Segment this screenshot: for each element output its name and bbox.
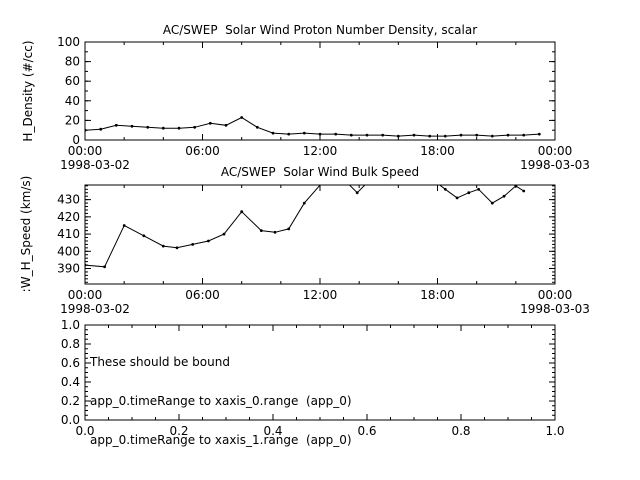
y-tick-label: 420 — [57, 210, 80, 224]
speed-plot-area[interactable] — [85, 185, 555, 284]
y-tick-label: 430 — [57, 193, 80, 207]
annotation-line-1: These should be bound — [90, 355, 230, 369]
y-tick-label: 390 — [57, 262, 80, 276]
x-tick-label: 0.4 — [263, 424, 282, 438]
x-tick-label: 0.0 — [75, 424, 94, 438]
annotation-line-3: app_0.timeRange to xaxis_1.range (app_0) — [90, 433, 352, 447]
x-tick-label: 06:00 — [185, 288, 220, 302]
speed-chart-title: AC/SWEP Solar Wind Bulk Speed — [220, 165, 420, 179]
x-tick-label: 00:00 — [68, 144, 103, 158]
y-tick-label: 40 — [65, 94, 80, 108]
y-tick-label: 400 — [57, 244, 80, 258]
y-tick-label: 0.0 — [61, 413, 80, 427]
x-tick-label: 0.8 — [451, 424, 470, 438]
data-series-1 — [85, 185, 526, 269]
y-tick-label: 0.4 — [61, 375, 80, 389]
x-tick-label: 12:00 — [303, 288, 338, 302]
x-axis-date-left: 1998-03-02 — [60, 158, 130, 172]
x-tick-label: 06:00 — [185, 144, 220, 158]
data-series-0 — [85, 116, 541, 138]
y-tick-label: 410 — [57, 227, 80, 241]
speed-y-axis-label: :W_H_Speed (km/s) — [19, 175, 33, 293]
y-tick-label: 0.8 — [61, 337, 80, 351]
x-tick-label: 0.2 — [169, 424, 188, 438]
x-tick-label: 18:00 — [420, 144, 455, 158]
y-tick-label: 0 — [72, 133, 80, 147]
x-tick-label: 1.0 — [545, 424, 564, 438]
x-tick-label: 0.6 — [357, 424, 376, 438]
x-tick-label: 18:00 — [420, 288, 455, 302]
x-axis-date-right: 1998-03-03 — [520, 158, 590, 172]
annotation-line-2: app_0.timeRange to xaxis_0.range (app_0) — [90, 394, 352, 408]
y-tick-label: 1.0 — [61, 318, 80, 332]
binding-annotation: These should be bound app_0.timeRange to… — [90, 330, 352, 473]
y-tick-label: 0.6 — [61, 356, 80, 370]
x-axis-date-right: 1998-03-03 — [520, 302, 590, 316]
density-plot-area[interactable] — [85, 42, 555, 140]
x-tick-label: 12:00 — [303, 144, 338, 158]
y-tick-label: 100 — [57, 35, 80, 49]
density-chart-title: AC/SWEP Solar Wind Proton Number Density… — [162, 23, 478, 37]
y-tick-label: 0.2 — [61, 394, 80, 408]
y-tick-label: 60 — [65, 74, 80, 88]
y-tick-label: 80 — [65, 55, 80, 69]
x-tick-label: 00:00 — [68, 288, 103, 302]
density-y-axis-label: H_Density (#/cc) — [21, 40, 35, 142]
x-tick-label: 00:00 — [538, 144, 573, 158]
x-axis-date-left: 1998-03-02 — [60, 302, 130, 316]
y-tick-label: 20 — [65, 113, 80, 127]
x-tick-label: 00:00 — [538, 288, 573, 302]
